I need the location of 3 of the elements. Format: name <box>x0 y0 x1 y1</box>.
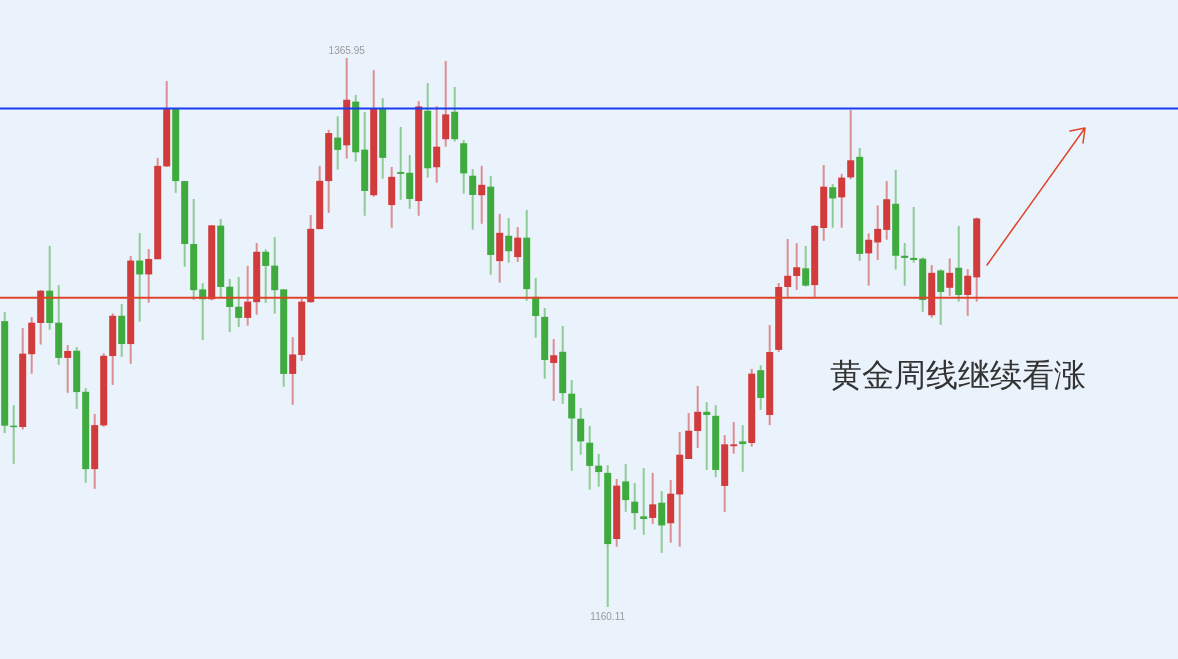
annotation: 黄金周线继续看涨 <box>830 357 1086 393</box>
annotation: 1160.11 <box>590 611 626 622</box>
annotation: 1365.95 <box>328 45 366 56</box>
